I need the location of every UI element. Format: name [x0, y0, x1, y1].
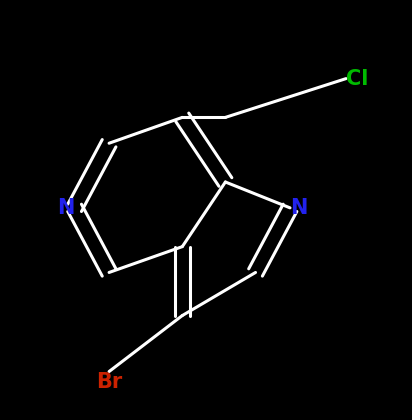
Text: Br: Br — [96, 372, 122, 391]
Text: Cl: Cl — [346, 68, 368, 89]
Text: N: N — [290, 198, 307, 218]
Text: N: N — [57, 198, 75, 218]
